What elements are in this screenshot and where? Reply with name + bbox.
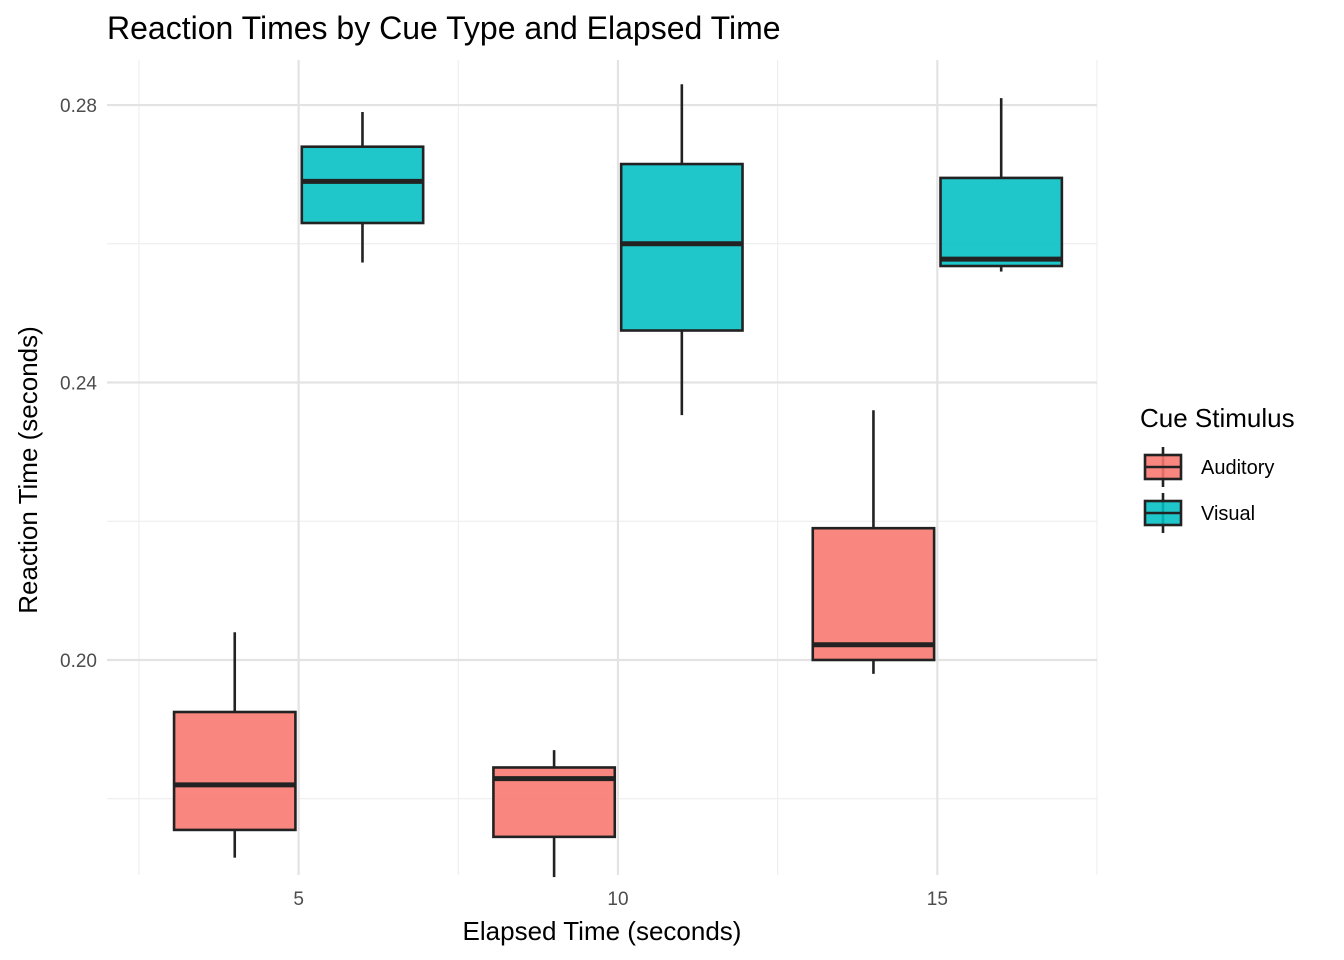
box-visual xyxy=(939,98,1064,272)
box-rect xyxy=(939,176,1064,268)
box-auditory xyxy=(811,410,936,674)
box-rect xyxy=(811,526,936,662)
x-tick-label: 15 xyxy=(927,889,948,910)
x-tick-label: 10 xyxy=(607,889,628,910)
y-axis-title: Reaction Time (seconds) xyxy=(13,326,43,614)
legend-key-auditory xyxy=(1143,447,1183,487)
y-tick-label: 0.28 xyxy=(60,96,97,117)
tick-labels: 0.20 0.24 0.28 5 10 15 xyxy=(60,96,948,910)
box-rect xyxy=(619,162,744,332)
legend-label: Auditory xyxy=(1201,457,1274,479)
x-tick-label: 5 xyxy=(293,889,304,910)
chart-title: Reaction Times by Cue Type and Elapsed T… xyxy=(107,10,781,46)
legend-title: Cue Stimulus xyxy=(1140,403,1295,433)
box-rect xyxy=(300,145,425,225)
x-axis-title: Elapsed Time (seconds) xyxy=(463,916,742,946)
grid xyxy=(107,60,1098,875)
box-auditory xyxy=(492,750,617,878)
y-tick-label: 0.20 xyxy=(60,651,97,672)
legend-label: Visual xyxy=(1201,503,1255,525)
boxes xyxy=(172,84,1064,878)
y-tick-label: 0.24 xyxy=(60,374,97,395)
box-auditory xyxy=(172,632,297,858)
box-visual xyxy=(619,84,744,416)
legend-key-visual xyxy=(1143,493,1183,533)
legend: Cue Stimulus Auditory Visual xyxy=(1140,403,1295,533)
box-visual xyxy=(300,112,425,263)
box-rect xyxy=(172,710,297,832)
